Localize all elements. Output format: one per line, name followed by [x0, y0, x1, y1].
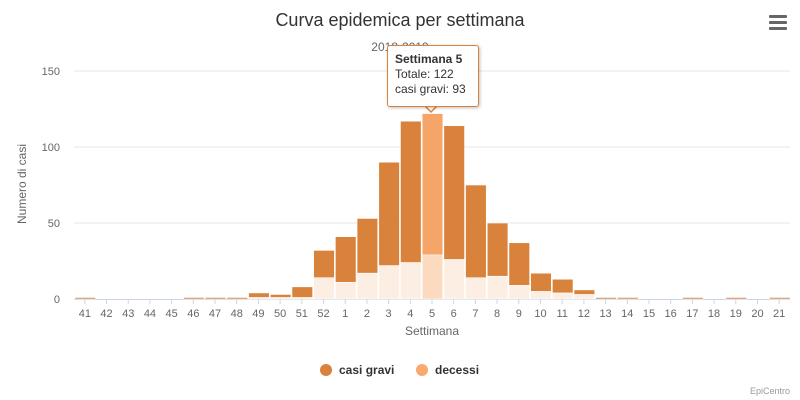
bar-casi-gravi — [617, 297, 639, 300]
x-tick-label: 9 — [516, 308, 522, 320]
x-tick-label: 3 — [386, 308, 392, 320]
y-tick-label: 0 — [54, 294, 60, 306]
x-tick-label: 50 — [274, 308, 286, 320]
tooltip-arrow-inner — [425, 105, 437, 111]
tooltip: Settimana 5 Totale: 122 casi gravi: 93 — [387, 45, 479, 107]
tooltip-total: Totale: 122 — [395, 67, 454, 81]
tooltip-title: Settimana 5 — [395, 52, 463, 66]
x-tick-label: 52 — [317, 308, 329, 320]
bar-decessi — [378, 265, 400, 300]
bar-decessi — [356, 272, 379, 300]
x-tick-label: 16 — [665, 308, 677, 320]
x-tick-label: 10 — [534, 308, 546, 320]
bars-group — [74, 113, 791, 300]
legend-label[interactable]: casi gravi — [339, 363, 394, 377]
x-tick-label: 47 — [209, 308, 221, 320]
bar-casi-gravi — [725, 297, 747, 300]
bar-decessi — [400, 262, 422, 300]
bar-casi-gravi — [595, 297, 617, 300]
bar-decessi — [465, 277, 487, 300]
bar-casi-gravi — [183, 297, 205, 300]
bar-casi-gravi — [769, 297, 791, 300]
bar-decessi — [508, 285, 530, 300]
x-tick-label: 11 — [556, 308, 567, 320]
bar-decessi — [291, 297, 313, 300]
y-tick-label: 50 — [48, 218, 60, 230]
x-axis-label: Settimana — [405, 324, 459, 338]
bar-decessi — [552, 292, 574, 300]
x-tick-label: 2 — [364, 308, 370, 320]
legend-label[interactable]: decessi — [435, 363, 479, 377]
bar-decessi — [443, 259, 465, 300]
bar-decessi — [421, 254, 444, 300]
bar-casi-gravi — [291, 286, 313, 300]
bar-decessi — [530, 291, 552, 300]
x-tick-label: 18 — [708, 308, 720, 320]
bar-decessi — [248, 297, 270, 300]
x-tick-label: 6 — [451, 308, 457, 320]
bar-decessi — [269, 297, 292, 300]
x-tick-label: 15 — [643, 308, 655, 320]
x-tick-label: 4 — [407, 308, 413, 320]
x-tick-label: 45 — [166, 308, 178, 320]
legend: casi gravi decessi — [320, 363, 479, 377]
credits[interactable]: EpiCentro — [749, 386, 790, 396]
x-tick-label: 5 — [429, 308, 435, 320]
bar-decessi — [573, 294, 596, 300]
x-tick-label: 13 — [599, 308, 611, 320]
chart-title: Curva epidemica per settimana — [275, 10, 525, 30]
bar-decessi — [335, 281, 357, 300]
x-tick-label: 1 — [342, 308, 348, 320]
x-tick-label: 42 — [100, 308, 112, 320]
x-axis-ticks: 41 42 43 44 45 46 47 48 49 50 51 52 1 2 3 4 5 6 7 8 9 10 11 12 1… — [79, 299, 785, 320]
legend-marker — [320, 364, 332, 376]
tooltip-casi-gravi: casi gravi: 93 — [395, 82, 466, 96]
hamburger-menu-icon[interactable] — [769, 15, 787, 31]
x-tick-label: 12 — [578, 308, 590, 320]
legend-marker — [416, 364, 428, 376]
x-tick-label: 44 — [144, 308, 156, 320]
y-tick-label: 150 — [42, 66, 60, 78]
x-tick-label: 19 — [730, 308, 742, 320]
y-axis-label: Numero di casi — [15, 144, 29, 224]
x-tick-label: 8 — [494, 308, 500, 320]
x-tick-label: 48 — [231, 308, 243, 320]
x-tick-label: 14 — [621, 308, 633, 320]
x-tick-label: 20 — [751, 308, 763, 320]
x-tick-label: 21 — [773, 308, 785, 320]
bar-casi-gravi — [682, 297, 704, 300]
y-tick-label: 100 — [42, 142, 60, 154]
x-tick-label: 49 — [252, 308, 264, 320]
x-tick-label: 46 — [187, 308, 199, 320]
bar-casi-gravi — [226, 297, 248, 300]
x-tick-label: 41 — [79, 308, 91, 320]
x-tick-label: 17 — [686, 308, 698, 320]
y-axis-ticks: 0 50 100 150 — [42, 66, 60, 306]
bar-casi-gravi — [74, 297, 96, 300]
bar-decessi — [486, 275, 509, 300]
x-tick-label: 43 — [122, 308, 134, 320]
bar-decessi — [313, 277, 335, 300]
x-tick-label: 7 — [472, 308, 478, 320]
x-tick-label: 51 — [296, 308, 308, 320]
bar-casi-gravi — [204, 297, 227, 300]
